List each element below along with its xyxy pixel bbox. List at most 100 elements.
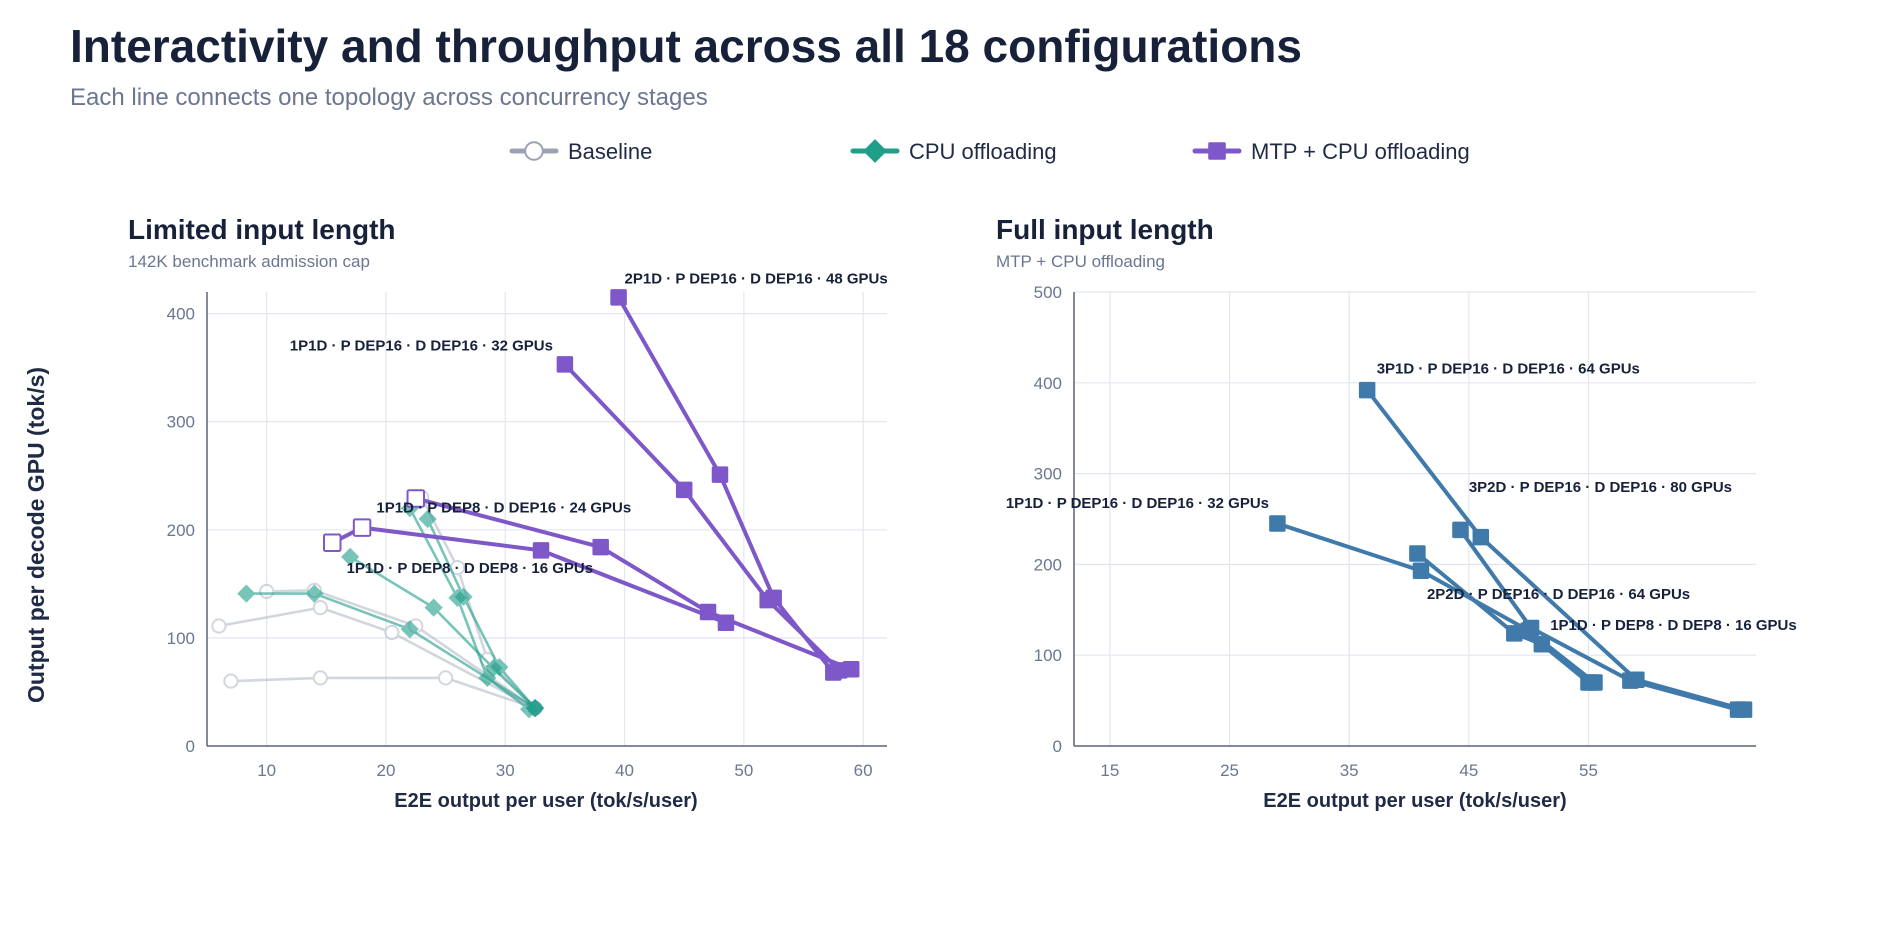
series-annotation: 2P2D · P DEP16 · D DEP16 · 64 GPUs [1427,586,1690,603]
data-point [525,699,545,718]
series-mtp-cpu-offloading [1409,545,1597,691]
data-point [418,509,437,529]
panel-limited-input: Limited input length 142K benchmark admi… [128,214,888,812]
panel-title: Full input length [996,214,1214,245]
data-point [406,489,426,508]
series-mtp-cpu-offloading [323,518,735,632]
data-point [675,481,693,499]
plot-area-limited: 0 100 200 300 400 10 20 30 40 50 60 2P1D · P DEP16 … [167,270,888,780]
y-tick-label: 0 [186,737,195,756]
y-tick-label: 400 [167,305,195,324]
series-line [426,517,537,710]
data-point [765,589,782,607]
data-point [711,466,729,483]
series-line [1458,527,1741,712]
y-tick-label: 200 [167,521,195,540]
y-axis-label: Output per decode GPU (tok/s) [23,367,49,703]
x-tick-label: 45 [1459,761,1478,780]
data-point [490,657,509,677]
series-line [562,362,842,673]
x-tick-label: 20 [376,761,395,780]
data-point [1409,545,1426,562]
x-tick-label: 15 [1100,761,1119,780]
series-mtp-cpu-offloading [556,356,848,679]
data-point [825,664,842,681]
y-tick-label: 200 [1034,555,1062,574]
data-point [323,533,342,553]
data-point [556,356,574,373]
data-point [237,584,256,603]
legend-label: CPU offloading [909,139,1057,164]
data-point [1520,622,1537,639]
series-annotation: 2P1D · P DEP16 · D DEP16 · 48 GPUs [625,270,888,287]
panel-title: Limited input length [128,214,396,245]
data-point [400,620,419,639]
data-point [1452,521,1469,539]
data-point [384,624,400,641]
x-tick-label: 10 [257,761,276,780]
data-point [259,583,275,600]
plot-area-full: 0 100 200 300 400 500 15 25 35 45 55 3P1D · P DEP16… [1006,283,1797,780]
x-tick-label: 25 [1220,761,1239,780]
series-annotation: 1P1D · P DEP8 · D DEP16 · 24 GPUs [376,500,631,517]
legend-marker [524,141,544,161]
data-point [1533,636,1551,653]
x-axis-label: E2E output per user (tok/s/user) [1263,790,1566,812]
panel-full-input: Full input length MTP + CPU offloading 0… [996,214,1797,812]
series-annotation: 1P1D · P DEP8 · D DEP8 · 16 GPUs [347,560,593,577]
data-point [454,587,473,606]
x-tick-label: 30 [496,761,515,780]
data-point [1729,701,1747,718]
x-tick-label: 55 [1579,761,1598,780]
data-point [478,668,497,688]
series-annotation: 1P1D · P DEP8 · D DEP8 · 16 GPUs [1550,617,1796,634]
y-tick-label: 100 [1034,646,1062,665]
chart-subtitle: Each line connects one topology across c… [70,84,708,111]
data-point [1412,562,1430,580]
data-point [1622,672,1639,689]
data-point [1506,625,1523,642]
x-tick-label: 50 [734,761,753,780]
panel-subtitle: 142K benchmark admission cap [128,252,370,271]
data-point [1472,528,1490,546]
y-tick-label: 400 [1034,374,1062,393]
series-line [413,496,854,672]
series-mtp-cpu-offloading [610,289,842,681]
panel-subtitle: MTP + CPU offloading [996,252,1165,271]
legend-label: Baseline [568,139,652,164]
data-point [592,538,609,556]
series-line [616,295,836,675]
series-annotation: 3P1D · P DEP16 · D DEP16 · 64 GPUs [1377,361,1640,378]
data-point [532,542,550,559]
series-annotation: 1P1D · P DEP16 · D DEP16 · 32 GPUs [1006,495,1269,512]
series-line [245,592,537,710]
data-point [1580,674,1597,691]
chart-title: Interactivity and throughput across all … [70,20,1302,72]
series-line [408,506,531,711]
y-tick-label: 300 [1034,465,1062,484]
data-point [437,670,454,686]
data-point [1358,381,1376,399]
y-tick-label: 0 [1053,737,1062,756]
x-axis-label: E2E output per user (tok/s/user) [394,790,697,812]
series-line [217,606,537,710]
y-tick-label: 500 [1034,283,1062,302]
data-point [312,670,328,686]
series-line [265,589,537,710]
legend-marker [863,139,887,163]
data-point [305,584,324,603]
data-point [341,547,360,566]
data-point [1269,515,1286,532]
series-line [229,676,537,710]
data-point [211,618,227,634]
legend-item: CPU offloading [850,139,1057,164]
series-cpu-offloading [418,509,545,718]
series-annotation: 1P1D · P DEP16 · D DEP16 · 32 GPUs [290,337,553,354]
series-line [1415,551,1591,685]
legend: Baseline CPU offloading MTP + CPU offloadi… [509,139,1470,164]
legend-marker [1208,142,1226,160]
data-point [352,518,372,537]
series-line [330,525,728,625]
data-point [223,673,239,689]
